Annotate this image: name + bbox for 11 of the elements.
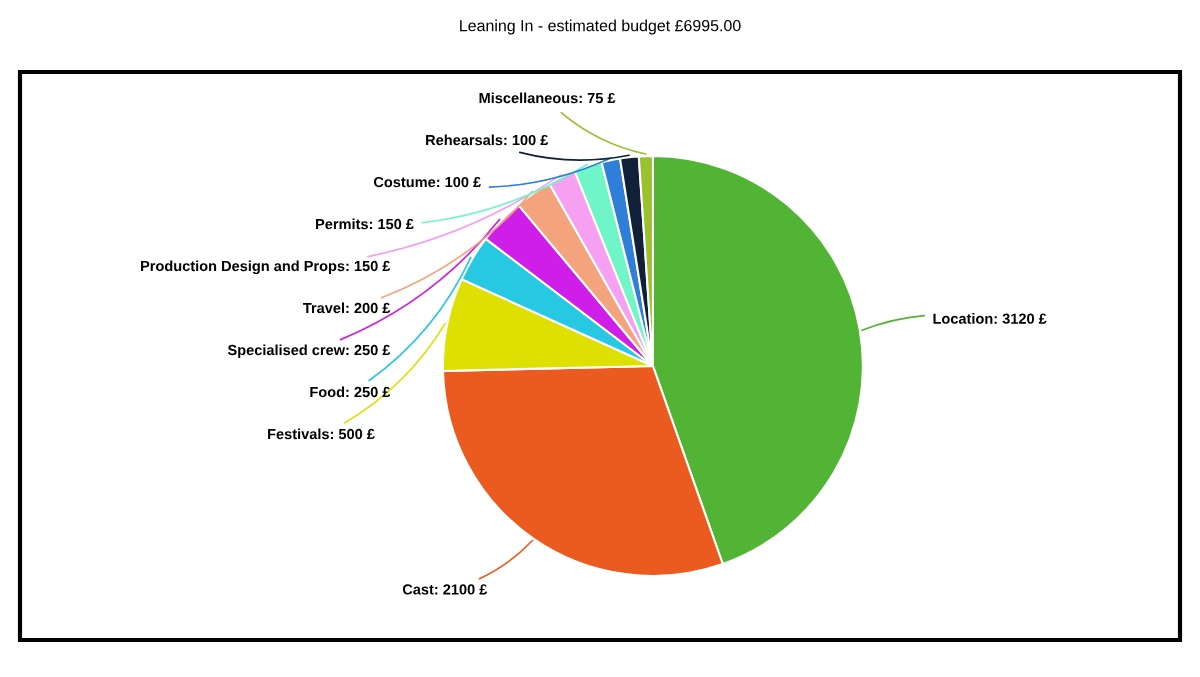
slice-label: Costume: 100 £	[373, 176, 481, 188]
slice-label: Miscellaneous: 75 £	[479, 92, 616, 104]
slice-label: Production Design and Props: 150 £	[141, 260, 391, 275]
slice-label: Festivals: 500 £	[268, 428, 375, 440]
slice-label: Location: 3120 £	[933, 313, 1047, 324]
slice-label: Travel: 200 £	[303, 302, 391, 314]
slice-label: Permits: 150 £	[316, 218, 414, 230]
slice-label: Rehearsals: 100 £	[426, 134, 549, 146]
slice-label: Cast: 2100 £	[402, 584, 488, 595]
slice-label: Specialised crew: 250 £	[227, 344, 391, 359]
chart-title: Leaning In - estimated budget £6995.00	[460, 19, 741, 35]
